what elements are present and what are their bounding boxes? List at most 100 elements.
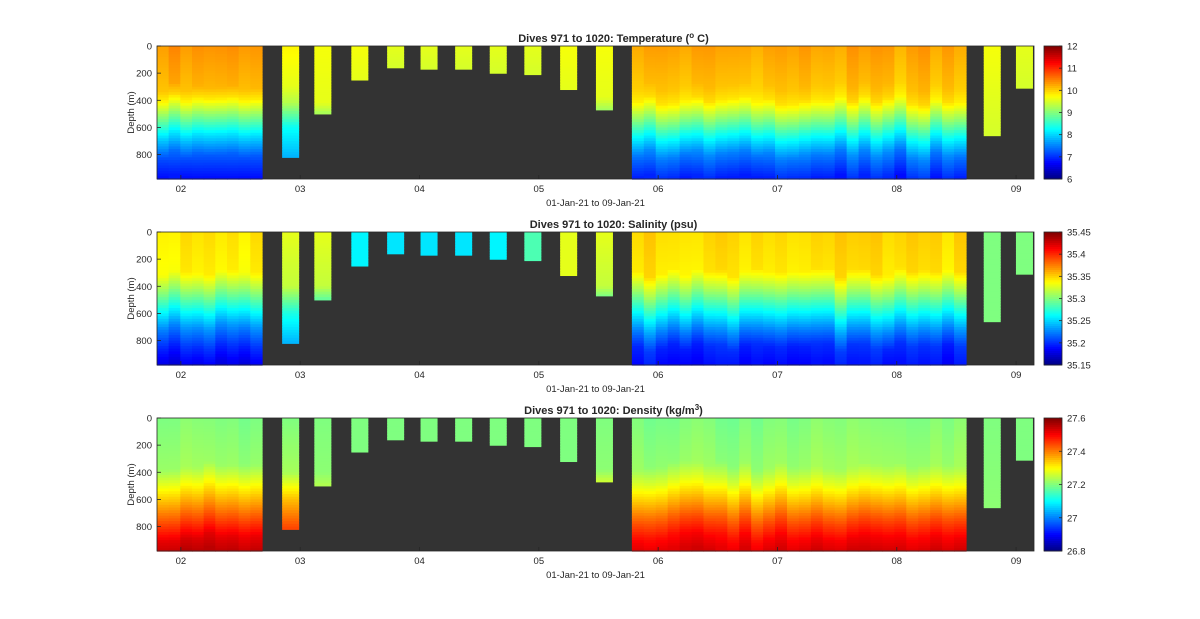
data-cell [739,343,752,347]
data-cell [691,329,705,334]
dive-9-cell [595,280,613,285]
data-cell [667,283,681,287]
data-cell [227,302,240,306]
data-cell [763,75,776,80]
data-cell [870,294,884,298]
data-cell [751,73,764,77]
data-cell [679,494,693,498]
data-cell [894,234,907,239]
data-cell [798,280,812,285]
dive-10-cell [983,283,1001,287]
data-cell [930,149,943,153]
data-cell [715,251,728,255]
data-cell [882,294,895,298]
data-cell [180,356,193,361]
data-cell [631,127,645,131]
data-cell [810,151,824,156]
data-cell [858,327,872,331]
data-cell [810,354,824,358]
data-cell [250,335,263,339]
data-cell [238,502,251,506]
data-cell [787,316,800,320]
data-cell [954,149,967,153]
data-cell [250,272,263,277]
data-cell [157,240,170,244]
data-cell [834,111,848,115]
data-cell [954,294,967,298]
data-cell [192,56,205,61]
data-cell [918,316,931,320]
data-cell [942,67,955,72]
data-cell [870,362,884,366]
data-cell [822,84,836,88]
data-cell [894,157,907,161]
data-cell [679,51,693,55]
data-cell [822,75,836,80]
data-cell [870,146,884,150]
data-cell [894,154,907,158]
data-cell [631,103,645,107]
data-cell [192,234,205,239]
data-cell [870,327,884,331]
data-cell [918,318,931,323]
data-cell [858,286,872,290]
data-cell [238,256,251,260]
data-cell [822,78,836,82]
data-cell [203,447,216,452]
dive-10-cell [983,302,1001,306]
data-cell [894,251,907,255]
data-cell [739,65,752,69]
data-cell [180,59,193,63]
data-cell [180,176,193,180]
data-cell [703,346,717,350]
data-cell [643,256,657,260]
data-cell [787,291,800,296]
data-cell [168,286,181,290]
data-cell [834,329,848,334]
data-cell [238,340,251,344]
dive-10-cell [983,316,1001,320]
data-cell [858,132,872,137]
data-cell [739,234,752,239]
data-cell [894,261,907,266]
data-cell [775,313,788,317]
data-cell [798,105,812,110]
data-cell [763,51,776,55]
data-cell [727,170,740,175]
data-cell [906,116,919,120]
data-cell [168,56,181,61]
data-cell [168,518,181,522]
data-cell [192,141,205,145]
data-cell [250,168,263,172]
data-cell [180,348,193,353]
data-cell [739,81,752,85]
data-cell [250,48,263,53]
data-cell [787,46,800,50]
data-cell [215,337,228,342]
data-cell [703,270,717,274]
dive-6-cell [489,237,507,241]
colorbar-segment [1044,145,1062,149]
data-cell [775,160,788,164]
data-cell [942,267,955,271]
data-cell [775,329,788,334]
dive-0-cell [282,135,300,139]
data-cell [203,299,216,304]
data-cell [643,340,657,344]
data-cell [679,48,693,53]
dive-10-cell [983,46,1001,50]
dive-1-cell [314,261,332,266]
data-cell [643,135,657,139]
data-cell [894,46,907,50]
data-cell [942,289,955,293]
data-cell [715,289,728,293]
data-cell [930,62,943,66]
dive-1-cell [314,54,332,58]
data-cell [703,248,717,252]
data-cell [858,119,872,123]
data-cell [679,302,693,306]
data-cell [822,141,836,145]
data-cell [798,348,812,353]
data-cell [918,313,931,317]
data-cell [192,138,205,142]
